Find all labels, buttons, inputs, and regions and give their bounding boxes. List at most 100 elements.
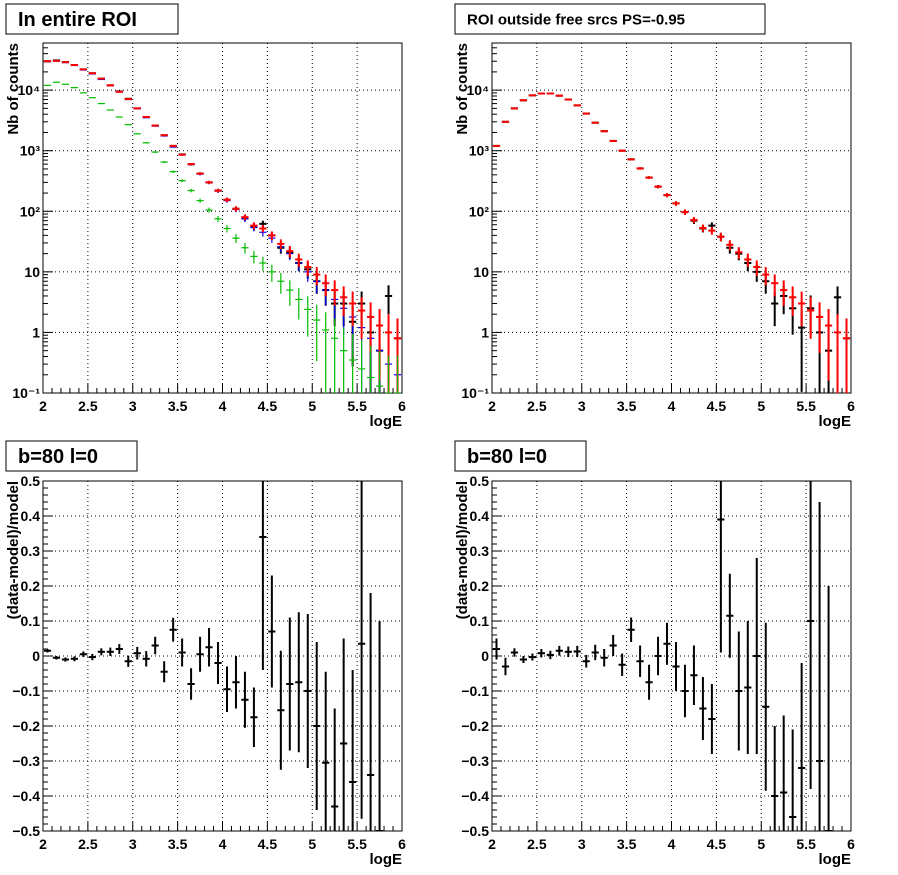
data-point <box>618 149 626 152</box>
chart-title: b=80 l=0 <box>467 446 547 468</box>
data-point <box>609 139 617 142</box>
y-tick-label: −0.3 <box>12 753 40 769</box>
data-point <box>259 481 267 670</box>
data-point <box>106 647 114 656</box>
data-point <box>672 201 680 206</box>
data-point <box>88 653 96 661</box>
data-point <box>241 242 249 254</box>
data-point <box>196 198 204 203</box>
data-point <box>187 163 195 166</box>
data-point <box>61 657 70 662</box>
data-point <box>268 575 276 688</box>
data-point <box>699 677 707 740</box>
data-point <box>771 274 779 297</box>
chart-title: b=80 l=0 <box>18 446 98 468</box>
data-point <box>366 593 375 831</box>
data-point <box>555 645 563 656</box>
data-point <box>322 671 330 831</box>
x-axis-label: logE <box>819 413 852 430</box>
data-point <box>726 240 734 251</box>
data-point <box>375 351 384 393</box>
x-tick-label: 6 <box>398 836 406 852</box>
data-point <box>250 222 258 230</box>
data-point <box>798 663 806 831</box>
data-point <box>196 636 204 672</box>
data-point <box>340 327 348 393</box>
data-point <box>322 274 330 297</box>
data-point <box>771 726 779 831</box>
y-axis-label: Nb of counts <box>5 43 22 135</box>
data-point <box>645 664 653 700</box>
title-box <box>5 3 179 35</box>
data-point <box>358 297 366 339</box>
y-tick-label: 0.2 <box>470 578 490 594</box>
x-tick-label: 5 <box>757 836 765 852</box>
data-point <box>79 651 87 658</box>
y-tick-label: 0.5 <box>21 473 41 489</box>
y-tick-label: 10² <box>469 203 490 219</box>
data-point <box>824 586 833 831</box>
y-tick-label: 1 <box>481 324 489 340</box>
data-point <box>277 650 285 770</box>
y-tick-label: −0.5 <box>12 823 40 839</box>
x-tick-label: 4 <box>668 398 676 414</box>
y-tick-label: 10⁴ <box>467 82 490 98</box>
data-point <box>789 286 797 317</box>
data-point <box>232 656 240 709</box>
data-point <box>564 646 572 658</box>
y-tick-label: 0.1 <box>470 613 490 629</box>
data-point <box>277 239 285 250</box>
data-point <box>807 297 815 339</box>
data-point <box>169 617 177 642</box>
data-point <box>214 215 222 223</box>
series-2 <box>43 59 402 393</box>
data-point <box>735 631 743 751</box>
data-point <box>528 653 536 661</box>
data-point <box>645 176 653 180</box>
data-point <box>833 314 842 393</box>
data-point <box>358 481 366 819</box>
data-point <box>223 225 231 233</box>
data-point <box>232 234 240 243</box>
data-point <box>205 628 213 667</box>
data-point <box>205 180 213 184</box>
data-point <box>187 668 195 700</box>
y-tick-label: 0 <box>481 648 489 664</box>
data-point <box>672 642 680 691</box>
data-point <box>537 649 545 658</box>
x-tick-label: 3 <box>578 836 586 852</box>
x-tick-label: 6 <box>847 836 855 852</box>
x-tick-label: 2.5 <box>78 398 98 414</box>
data-point <box>501 657 510 676</box>
data-point <box>304 296 312 337</box>
x-tick-label: 2 <box>39 398 47 414</box>
chart-panel-bottom-right: 2 2.5 3 3.5 4 4.5 5 5.5 6 −0.5 −0.4 −0.3 −0.2 −0.1 0 0.… <box>454 440 855 868</box>
data-point <box>366 345 375 393</box>
data-point <box>277 272 285 294</box>
x-tick-label: 6 <box>398 398 406 414</box>
data-point <box>241 671 249 728</box>
data-point <box>771 291 779 327</box>
x-tick-label: 2.5 <box>527 398 547 414</box>
data-point <box>735 247 743 259</box>
x-tick-label: 5 <box>757 398 765 414</box>
data-point <box>295 253 303 268</box>
data-point <box>223 666 231 712</box>
y-tick-label: 10⁻¹ <box>461 385 489 401</box>
data-point <box>762 267 770 286</box>
data-point <box>349 670 357 831</box>
data-point <box>699 224 707 232</box>
data-point <box>169 144 177 147</box>
data-point <box>492 144 501 147</box>
x-tick-label: 2 <box>488 398 496 414</box>
data-point <box>268 264 276 282</box>
data-point <box>807 481 815 789</box>
data-point <box>313 267 321 286</box>
data-point <box>169 170 177 173</box>
series-1 <box>492 92 851 393</box>
series-0 <box>492 481 833 831</box>
x-tick-label: 4.5 <box>707 398 727 414</box>
data-point <box>295 288 303 320</box>
data-point <box>124 655 132 667</box>
data-point <box>492 638 501 660</box>
